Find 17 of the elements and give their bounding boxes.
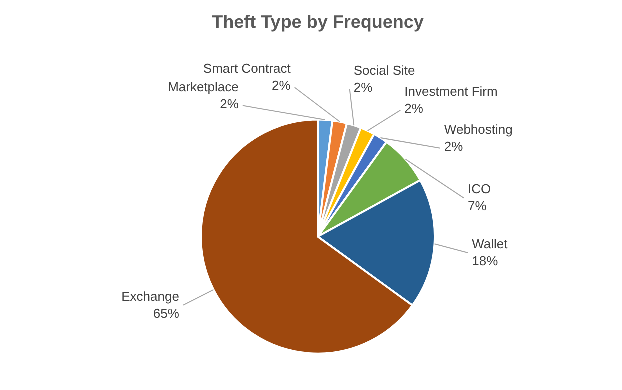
data-label: 18% — [472, 254, 499, 269]
data-label: 7% — [468, 198, 488, 214]
slice-label: Social Site — [354, 62, 416, 78]
data-label: 2% — [404, 100, 424, 116]
data-label: 65% — [153, 306, 180, 321]
slice-label: Smart Contract — [203, 61, 292, 76]
data-label: 2% — [272, 78, 292, 94]
slice-label: Exchange — [122, 288, 180, 304]
slice-label: Marketplace — [168, 79, 239, 94]
slice-label: Investment Firm — [404, 84, 498, 99]
data-label: 2% — [444, 138, 464, 154]
slice-label: Wallet — [472, 236, 508, 252]
data-label: 2% — [220, 96, 240, 112]
chart-title: Theft Type by Frequency — [212, 12, 424, 32]
slice-label: ICO — [468, 182, 492, 197]
data-label: 2% — [354, 80, 374, 95]
slice-label: Webhosting — [444, 122, 513, 137]
